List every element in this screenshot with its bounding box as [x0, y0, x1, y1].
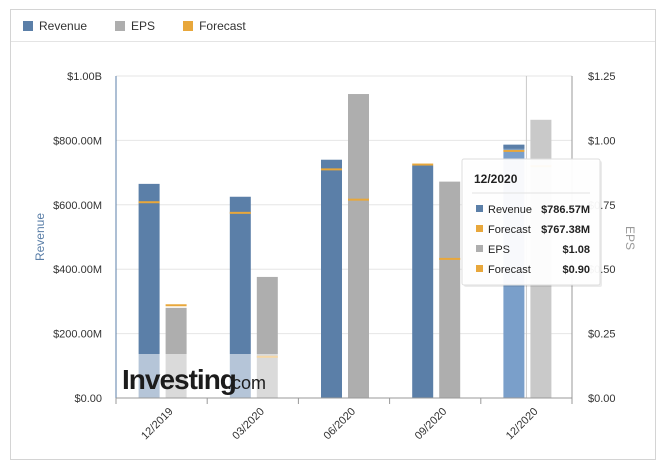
legend-swatch-revenue	[23, 20, 33, 31]
tooltip-box	[461, 158, 601, 286]
eps-forecast-marker	[165, 304, 187, 307]
revenue-bar-top	[503, 144, 525, 149]
eps-bar	[439, 181, 461, 398]
revenue-bar	[138, 183, 160, 398]
x-tick-label: 06/2020	[322, 406, 359, 443]
right-tick-label: $0.00	[588, 393, 616, 405]
revenue-forecast-marker	[229, 211, 251, 214]
left-tick-label: $1.00B	[67, 71, 102, 83]
legend-item-revenue[interactable]: Revenue	[23, 19, 87, 33]
right-tick-label: $1.25	[588, 71, 616, 83]
legend-label-revenue: Revenue	[39, 18, 88, 33]
x-tick-label: 09/2020	[413, 406, 450, 443]
revenue-forecast-marker	[503, 149, 525, 152]
right-tick-label: $1.00	[588, 135, 616, 147]
legend-label-forecast: Forecast	[199, 18, 246, 33]
watermark-brand: Investing	[122, 364, 236, 395]
revenue-forecast-marker	[321, 168, 342, 171]
legend-item-forecast[interactable]: Forecast	[183, 19, 246, 33]
tooltip-row-value: $767.38M	[541, 224, 590, 236]
tooltip-row-label: Forecast	[488, 224, 531, 236]
tooltip-swatch	[476, 245, 483, 252]
left-axis-title: Revenue	[33, 213, 47, 261]
tooltip-row-value: $786.57M	[541, 204, 590, 216]
left-tick-label: $600.00M	[53, 200, 102, 212]
tooltip-swatch	[476, 225, 483, 232]
x-tick-label: 12/2020	[504, 406, 541, 443]
watermark-backdrop	[118, 354, 296, 398]
left-tick-label: $400.00M	[53, 264, 102, 276]
tooltip-row-label: Forecast	[488, 264, 531, 276]
tooltip-title: 12/2020	[474, 172, 518, 186]
legend-swatch-eps	[115, 20, 126, 31]
eps-forecast-marker	[348, 198, 369, 201]
revenue-bar	[321, 159, 342, 398]
x-tick-label: 12/2019	[139, 406, 176, 443]
legend-label-eps: EPS	[131, 18, 156, 33]
watermark-suffix: .com	[227, 373, 266, 393]
eps-bar	[348, 94, 369, 399]
tooltip: 12/2020 Revenue $786.57M Forecast $767.38M EP…	[461, 158, 602, 287]
right-axis-title: EPS	[623, 226, 637, 250]
revenue-forecast-marker	[138, 201, 160, 204]
revenue-bar	[412, 165, 434, 398]
legend-item-eps[interactable]: EPS	[115, 19, 155, 33]
revenue-forecast-marker	[412, 163, 434, 166]
tooltip-swatch	[476, 265, 483, 272]
left-tick-label: $0.00	[74, 393, 102, 405]
x-tick-label: 03/2020	[230, 406, 267, 443]
tooltip-row-value: $0.90	[562, 264, 590, 276]
tooltip-row-value: $1.08	[562, 244, 590, 256]
legend-swatch-forecast	[183, 20, 194, 31]
left-tick-label: $800.00M	[53, 135, 102, 147]
tooltip-row-label: Revenue	[488, 204, 532, 216]
revenue-bar	[229, 196, 251, 398]
tooltip-row-label: EPS	[488, 244, 510, 256]
legend: Revenue EPS Forecast	[11, 10, 655, 42]
left-tick-label: $200.00M	[53, 329, 102, 341]
eps-forecast-marker	[439, 257, 461, 260]
tooltip-swatch	[476, 205, 483, 212]
right-tick-label: $0.25	[588, 329, 616, 341]
